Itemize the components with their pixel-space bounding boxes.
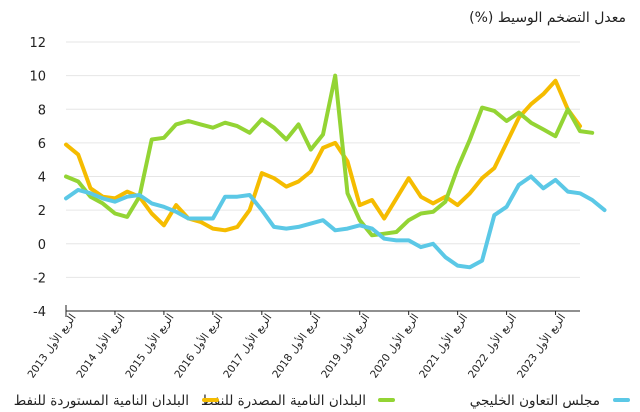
series-line-1 bbox=[64, 73, 595, 238]
series-line-2 bbox=[64, 78, 582, 233]
x-tick-label: الربع الأول 2013 bbox=[25, 311, 79, 380]
x-tick-label: الربع الأول 2023 bbox=[514, 311, 568, 380]
y-tick-label: 0 bbox=[38, 238, 46, 253]
legend-label: البلدان النامية المستوردة للنفط bbox=[14, 393, 189, 409]
legend-label: البلدان النامية المصدرة للنفط bbox=[201, 393, 366, 409]
y-tick-label: -2 bbox=[33, 271, 46, 286]
legend: مجلس التعاون الخليجي البلدان النامية المص… bbox=[14, 393, 630, 409]
x-tick-label: الربع الأول 2017 bbox=[220, 311, 274, 380]
x-tick-label: الربع الأول 2022 bbox=[465, 311, 519, 380]
x-tick-label: الربع الأول 2020 bbox=[367, 311, 421, 380]
y-tick-label: 6 bbox=[38, 137, 46, 152]
y-tick-label: 4 bbox=[38, 171, 46, 186]
chart-title: معدل التضخم الوسيط (%) bbox=[469, 10, 626, 26]
x-tick-label: الربع الأول 2014 bbox=[74, 311, 128, 380]
series-layer bbox=[64, 73, 607, 270]
x-tick-label: الربع الأول 2021 bbox=[416, 311, 470, 380]
y-tick-label: 8 bbox=[38, 103, 46, 118]
y-tick-label: 10 bbox=[29, 70, 46, 85]
x-tick-label: الربع الأول 2016 bbox=[172, 311, 226, 380]
y-tick-label: 12 bbox=[29, 36, 46, 51]
legend-label: مجلس التعاون الخليجي bbox=[470, 393, 600, 409]
series-line-0 bbox=[64, 174, 607, 270]
x-tick-label: الربع الأول 2015 bbox=[123, 311, 177, 380]
x-tick-label: الربع الأول 2018 bbox=[269, 311, 323, 380]
x-tick-label: الربع الأول 2019 bbox=[318, 311, 372, 380]
y-tick-label: 2 bbox=[38, 204, 46, 219]
gridlines bbox=[66, 41, 580, 278]
y-tick-label: -4 bbox=[33, 305, 46, 320]
